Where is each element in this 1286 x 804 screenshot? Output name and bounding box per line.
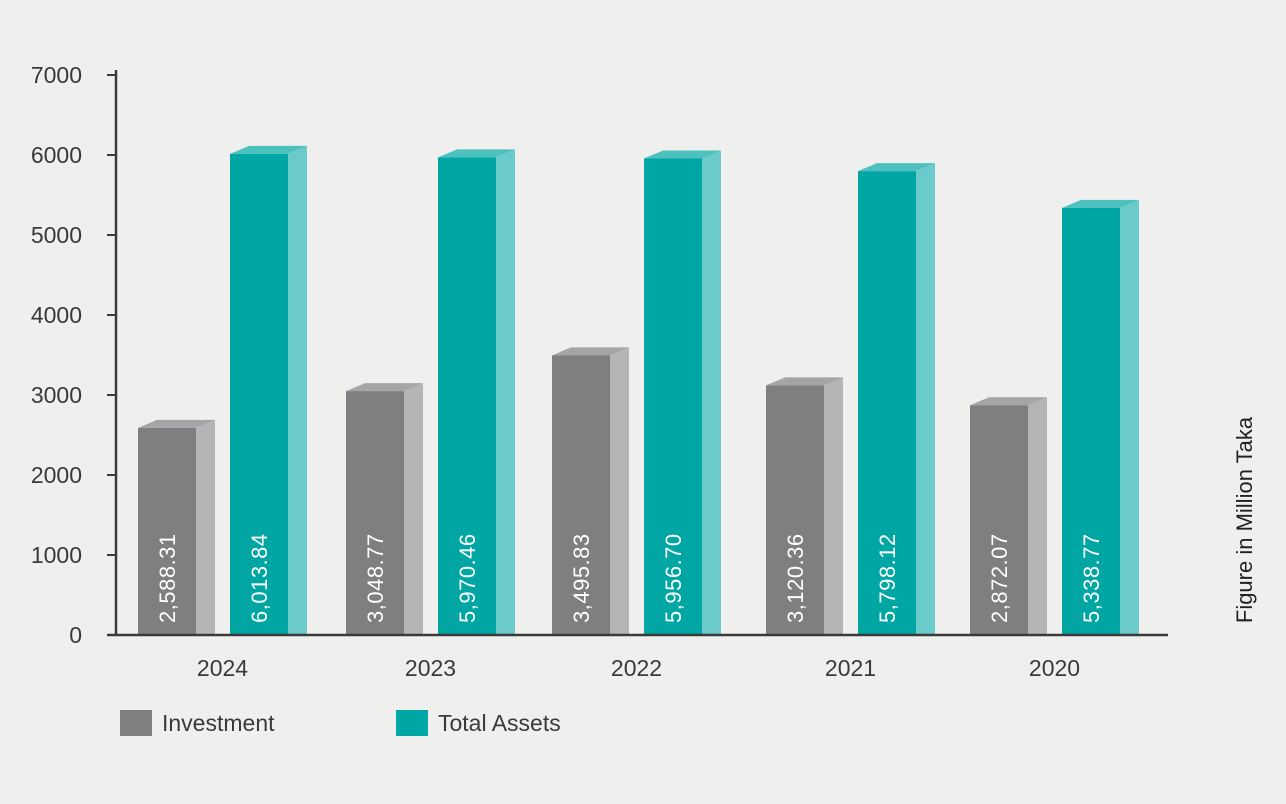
legend-swatch	[396, 710, 428, 736]
bar-side-face	[916, 163, 935, 636]
y-tick-label: 7000	[31, 62, 82, 88]
legend-label: Investment	[162, 710, 275, 736]
bar-front-face	[230, 153, 288, 635]
y-axis-ticks: 0 1000 2000 3000 4000 5000 6000 7000	[31, 62, 116, 648]
total-assets-value-label: 6,013.84	[247, 533, 272, 623]
bar-front-face	[552, 355, 610, 635]
bars-group: 2,588.31 6,013.84 3,048.77 5,970.46 3,495.83…	[138, 145, 1139, 636]
investment-value-label: 3,048.77	[363, 533, 388, 623]
total-assets-bar: 5,798.12	[858, 163, 935, 636]
bar-top-face	[766, 377, 843, 386]
y-tick-label: 6000	[31, 142, 82, 168]
bar-side-face	[702, 150, 721, 636]
bar-top-face	[644, 150, 721, 159]
bar-top-face	[438, 149, 515, 158]
bar-side-face	[610, 347, 629, 635]
x-tick-label: 2024	[197, 655, 248, 681]
x-axis-labels: 2024 2023 2022 2021 2020	[197, 655, 1080, 681]
bar-front-face	[438, 157, 496, 635]
x-tick-label: 2023	[405, 655, 456, 681]
investment-bar: 3,495.83	[552, 347, 629, 635]
y-tick-label: 0	[69, 622, 82, 648]
total-assets-bar: 5,956.70	[644, 150, 721, 636]
bar-front-face	[644, 158, 702, 636]
y-tick-label: 1000	[31, 542, 82, 568]
bar-front-face	[138, 427, 196, 635]
total-assets-bar: 6,013.84	[230, 145, 307, 635]
total-assets-value-label: 5,970.46	[455, 533, 480, 623]
investment-bar: 3,048.77	[346, 383, 423, 635]
total-assets-value-label: 5,956.70	[661, 533, 686, 623]
total-assets-value-label: 5,798.12	[875, 533, 900, 623]
bar-front-face	[766, 385, 824, 635]
y-tick-label: 2000	[31, 462, 82, 488]
bar-side-face	[1120, 199, 1139, 635]
investment-value-label: 3,120.36	[783, 533, 808, 623]
bar-top-face	[230, 145, 307, 154]
axes	[107, 70, 1168, 637]
total-assets-value-label: 5,338.77	[1079, 533, 1104, 623]
bar-front-face	[1062, 207, 1120, 635]
bar-side-face	[496, 149, 515, 635]
total-assets-bar: 5,338.77	[1062, 199, 1139, 635]
bar-side-face	[288, 145, 307, 635]
legend-label: Total Assets	[438, 710, 561, 736]
bar-side-face	[404, 383, 423, 635]
bar-top-face	[970, 397, 1047, 406]
investment-bar: 2,588.31	[138, 419, 215, 635]
investment-value-label: 2,588.31	[155, 533, 180, 623]
x-tick-label: 2020	[1029, 655, 1080, 681]
total-assets-bar: 5,970.46	[438, 149, 515, 635]
investment-value-label: 3,495.83	[569, 533, 594, 623]
bar-side-face	[196, 419, 215, 635]
y-tick-label: 3000	[31, 382, 82, 408]
y-axis-unit-label: Figure in Million Taka	[1232, 416, 1257, 623]
investment-bar: 2,872.07	[970, 397, 1047, 635]
y-tick-label: 4000	[31, 302, 82, 328]
x-tick-label: 2022	[611, 655, 662, 681]
legend-item-total-assets: Total Assets	[396, 710, 561, 736]
legend-swatch	[120, 710, 152, 736]
legend: Investment Total Assets	[120, 710, 561, 736]
bar-top-face	[1062, 199, 1139, 208]
x-tick-label: 2021	[825, 655, 876, 681]
y-tick-label: 5000	[31, 222, 82, 248]
bar-side-face	[824, 377, 843, 635]
bar-front-face	[346, 391, 404, 635]
bar-side-face	[1028, 397, 1047, 635]
bar-top-face	[858, 163, 935, 172]
investment-value-label: 2,872.07	[987, 533, 1012, 623]
bar-top-face	[138, 419, 215, 428]
bar-front-face	[970, 405, 1028, 635]
bar-top-face	[346, 383, 423, 392]
bar-front-face	[858, 171, 916, 636]
investment-bar: 3,120.36	[766, 377, 843, 635]
legend-item-investment: Investment	[120, 710, 275, 736]
bar-top-face	[552, 347, 629, 356]
